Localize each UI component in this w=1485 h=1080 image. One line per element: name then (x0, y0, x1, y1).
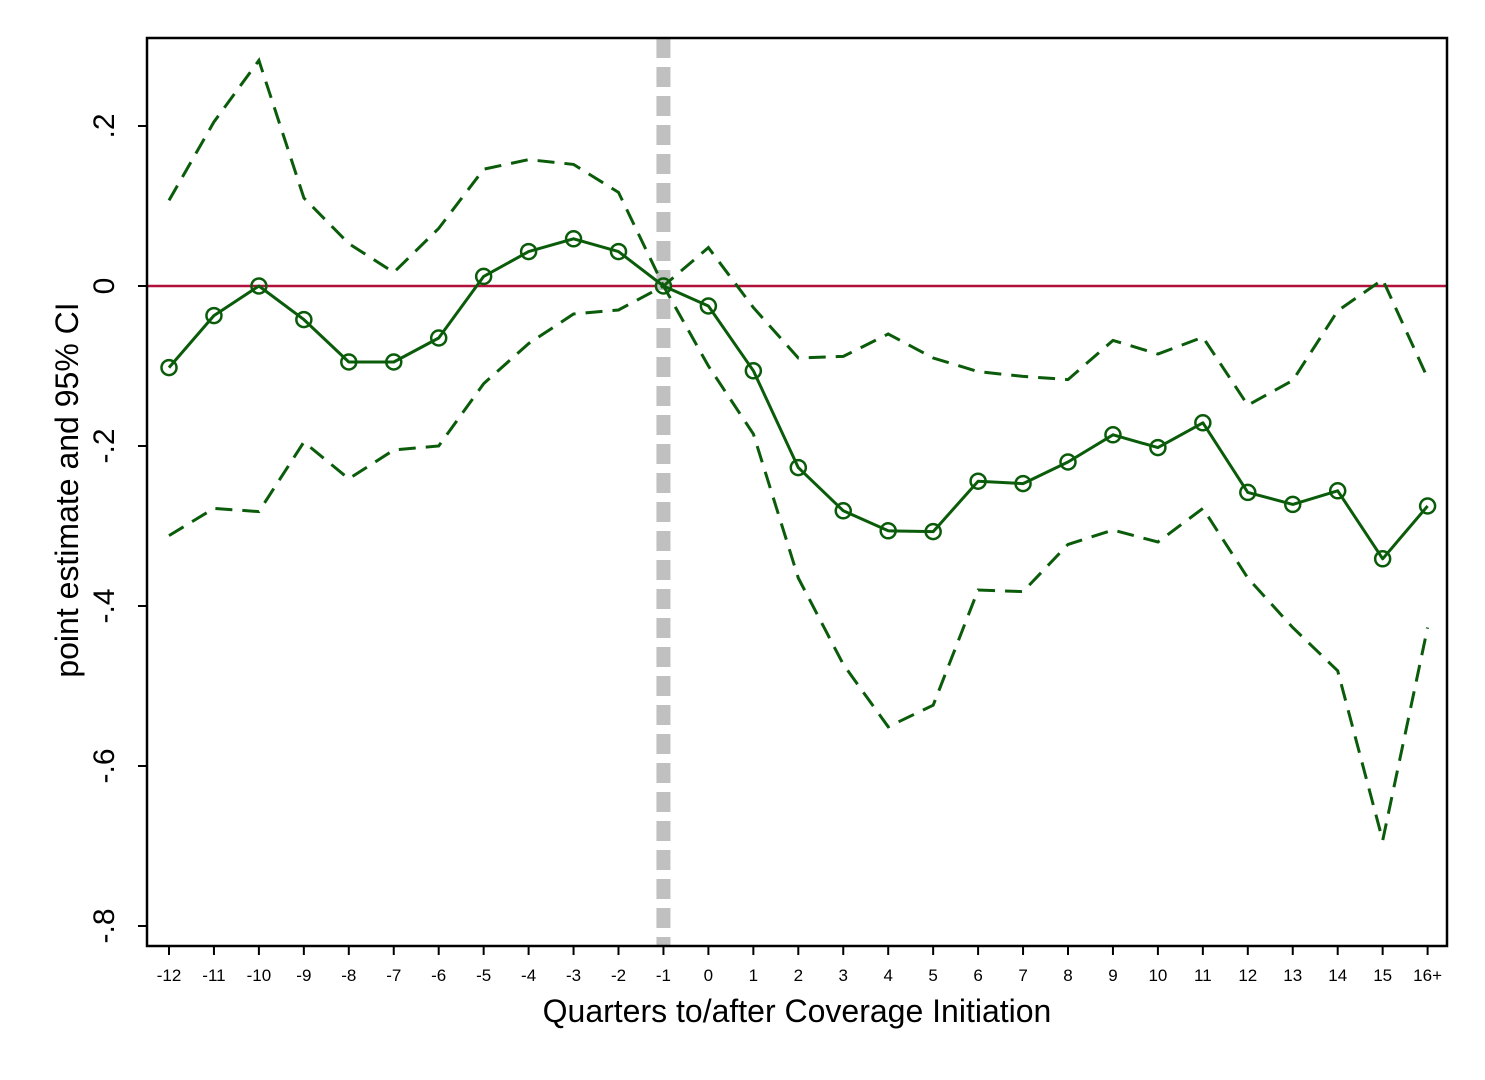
y-tick-label-.2: .2 (88, 113, 121, 138)
estimate-point-14 (1328, 482, 1347, 500)
estimate-point--8 (340, 353, 358, 371)
x-tick-label-9: 9 (1108, 966, 1117, 985)
estimate-point--3 (564, 230, 583, 248)
estimate-point--5 (474, 267, 493, 286)
estimate-point-6 (969, 472, 987, 490)
estimate-point--12 (160, 358, 178, 377)
x-tick-label-11: 11 (1194, 966, 1212, 985)
x-tick-label--4: -4 (521, 966, 536, 985)
x-tick-label--1: -1 (656, 966, 671, 985)
estimate-point-7 (1014, 474, 1032, 493)
x-tick-label-6: 6 (973, 966, 982, 985)
estimate-point-10 (1149, 438, 1167, 457)
x-tick-label--9: -9 (296, 966, 311, 985)
x-tick-label-2: 2 (794, 966, 803, 985)
x-tick-label--8: -8 (341, 966, 356, 985)
x-tick-label--3: -3 (566, 966, 581, 985)
x-tick-label--12: -12 (157, 966, 182, 985)
plot-frame (145, 36, 1449, 948)
estimate-point-4 (879, 522, 897, 540)
estimate-point-0 (699, 297, 718, 315)
x-tick-label-4: 4 (883, 966, 892, 985)
x-tick-label-16+: 16+ (1413, 966, 1442, 985)
estimate-point-1 (744, 362, 763, 380)
estimate-point--9 (295, 310, 313, 329)
y-axis-title: point estimate and 95% CI (49, 302, 85, 677)
estimate-point--2 (609, 242, 628, 261)
x-axis-title: Quarters to/after Coverage Initiation (543, 993, 1052, 1029)
x-tick-label-13: 13 (1283, 966, 1302, 985)
estimate-point--1 (654, 277, 673, 295)
estimate-point-13 (1284, 495, 1302, 514)
estimate-point-5 (924, 522, 942, 541)
estimate-point-2 (789, 458, 808, 477)
x-tick-label--6: -6 (431, 966, 446, 985)
x-tick-label--2: -2 (611, 966, 626, 985)
estimate-point-12 (1239, 483, 1257, 502)
y-tick-label--.4: -.4 (88, 588, 121, 623)
estimate-point-11 (1194, 414, 1212, 432)
y-tick-label-0: 0 (88, 278, 121, 295)
x-tick-label-15: 15 (1373, 966, 1392, 985)
estimate-point--4 (519, 242, 538, 261)
estimate-point-3 (834, 502, 852, 520)
x-tick-label-10: 10 (1148, 966, 1167, 985)
x-tick-label-0: 0 (704, 966, 713, 985)
x-tick-label-14: 14 (1328, 966, 1347, 985)
estimate-point--7 (385, 353, 403, 371)
y-tick-label--.2: -.2 (88, 428, 121, 463)
estimate-point--10 (250, 277, 268, 295)
estimate-point-9 (1104, 426, 1122, 444)
y-tick-label--.8: -.8 (88, 908, 121, 943)
estimate-point-8 (1059, 453, 1077, 471)
axis-layer: -12 -11 -10 -9 -8 -7 -6 -5 -4 -3 -2 -1 0 1 2 3 4 5 6 7 8 9 10 1… (88, 36, 1449, 985)
estimate-point--6 (429, 329, 448, 347)
x-tick-label-1: 1 (749, 966, 758, 985)
x-tick-label-7: 7 (1018, 966, 1027, 985)
x-tick-label--5: -5 (476, 966, 491, 985)
x-tick-label-8: 8 (1063, 966, 1072, 985)
estimate-series-line (167, 237, 1429, 561)
estimate-point-15 (1373, 550, 1392, 568)
x-tick-label--10: -10 (247, 966, 272, 985)
x-tick-label--7: -7 (386, 966, 401, 985)
x-tick-label-12: 12 (1238, 966, 1257, 985)
y-tick-label--.6: -.6 (88, 748, 121, 783)
plot-layer (147, 38, 1447, 946)
ci-upper-line (167, 57, 1429, 408)
x-tick-label-5: 5 (928, 966, 937, 985)
estimate-point--11 (205, 306, 223, 325)
estimate-point-16+ (1418, 497, 1437, 515)
ci-lower-line (168, 283, 1430, 841)
x-tick-label-3: 3 (839, 966, 848, 985)
x-tick-label--11: -11 (202, 966, 225, 985)
